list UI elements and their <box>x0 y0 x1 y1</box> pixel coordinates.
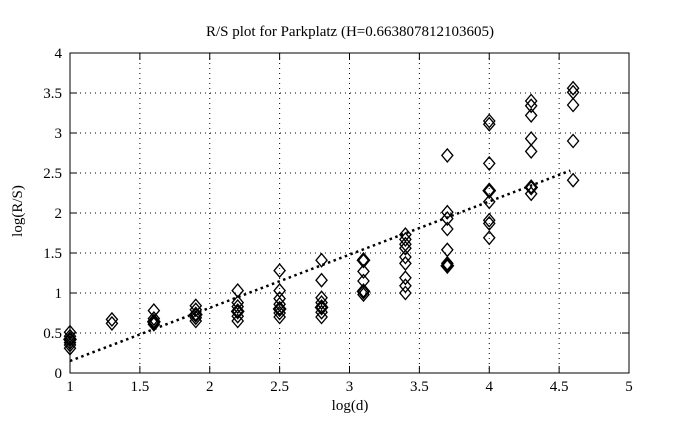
data-point-diamond <box>231 308 245 324</box>
data-point-diamond <box>524 98 538 114</box>
x-tick-label: 4.5 <box>550 379 569 395</box>
data-point-diamond <box>62 331 78 348</box>
x-tick-label: 4 <box>486 379 494 395</box>
data-point-diamond <box>357 263 370 279</box>
data-point-diamond <box>231 313 245 329</box>
data-point-diamond <box>399 278 412 294</box>
data-point-diamond <box>63 335 77 351</box>
y-tick-label: 0 <box>55 366 63 382</box>
data-point-diamond <box>482 182 497 199</box>
y-tick-label: 2 <box>55 206 63 222</box>
data-point-diamond <box>399 249 412 265</box>
x-tick-label: 1.5 <box>131 379 150 395</box>
data-point-diamond <box>399 231 412 247</box>
y-tick-label: 2.5 <box>43 166 62 182</box>
data-point-diamond <box>356 283 371 300</box>
x-axis-label: log(d) <box>331 398 369 414</box>
data-point-diamond <box>482 155 496 171</box>
data-point-diamond <box>315 290 328 306</box>
y-tick-label: 3 <box>55 126 63 142</box>
data-point-diamond <box>231 299 245 315</box>
data-point-diamond <box>440 257 455 275</box>
data-point-diamond <box>524 93 538 109</box>
data-point-diamond <box>314 299 329 316</box>
data-point-diamond <box>189 302 203 318</box>
data-point-diamond <box>315 295 328 311</box>
data-point-diamond <box>482 212 496 228</box>
data-point-diamond <box>189 313 203 329</box>
y-tick-label: 1.5 <box>43 246 62 262</box>
data-point-diamond <box>566 172 580 188</box>
x-tick-label: 2 <box>206 379 214 395</box>
data-point-diamond <box>524 107 538 123</box>
chart-title: R/S plot for Parkplatz (H=0.663807812103… <box>205 24 495 40</box>
data-point-diamond <box>440 147 454 163</box>
data-point-diamond <box>147 311 161 327</box>
x-tick-label: 3.5 <box>410 379 429 395</box>
data-point-diamond <box>482 215 496 231</box>
data-point-diamond <box>399 255 412 271</box>
data-point-diamond <box>105 315 119 331</box>
data-point-diamond <box>230 303 245 320</box>
y-tick-label: 0.5 <box>43 326 62 342</box>
data-point-diamond <box>189 310 203 326</box>
data-point-diamond <box>315 252 328 268</box>
data-point-diamond <box>482 113 496 129</box>
data-point-diamond <box>146 313 161 331</box>
x-tick-label: 3 <box>346 379 354 395</box>
data-point-diamond <box>482 194 496 210</box>
data-point-diamond <box>524 143 538 159</box>
data-point-diamond <box>105 311 119 327</box>
data-point-diamond <box>63 337 77 353</box>
data-point-diamond <box>399 285 412 301</box>
data-point-diamond <box>273 283 287 299</box>
y-tick-label: 4 <box>55 46 63 62</box>
data-point-diamond <box>566 133 580 149</box>
data-point-diamond <box>315 272 328 288</box>
data-point-diamond <box>482 116 496 132</box>
x-tick-label: 1 <box>66 379 74 395</box>
data-point-diamond <box>147 316 161 332</box>
data-point-diamond <box>399 240 412 256</box>
x-tick-label: 2.5 <box>270 379 289 395</box>
data-point-diamond <box>440 221 454 237</box>
data-point-diamond <box>524 131 538 147</box>
fit-line <box>69 169 571 363</box>
data-point-diamond <box>273 305 287 321</box>
data-point-diamond <box>63 340 77 356</box>
data-point-diamond <box>356 251 371 269</box>
x-tick-label: 5 <box>625 379 633 395</box>
data-point-diamond <box>524 186 538 202</box>
data-point-diamond <box>273 291 287 307</box>
data-point-diamond <box>566 97 580 113</box>
data-point-diamond <box>524 179 539 196</box>
data-point-diamond <box>440 255 454 271</box>
data-point-diamond <box>315 309 328 325</box>
data-point-diamond <box>482 230 496 246</box>
data-point-diamond <box>315 304 328 320</box>
data-point-diamond <box>440 211 454 227</box>
data-point-diamond <box>566 84 580 100</box>
data-point-diamond <box>357 287 370 303</box>
data-point-diamond <box>399 270 412 286</box>
y-tick-label: 3.5 <box>43 86 62 102</box>
data-point-diamond <box>566 80 580 96</box>
data-point-diamond <box>273 309 287 325</box>
y-tick-label: 1 <box>55 286 63 302</box>
data-point-diamond <box>273 263 287 279</box>
data-point-diamond <box>399 236 412 252</box>
data-point-diamond <box>272 300 287 318</box>
data-point-diamond <box>440 242 454 258</box>
